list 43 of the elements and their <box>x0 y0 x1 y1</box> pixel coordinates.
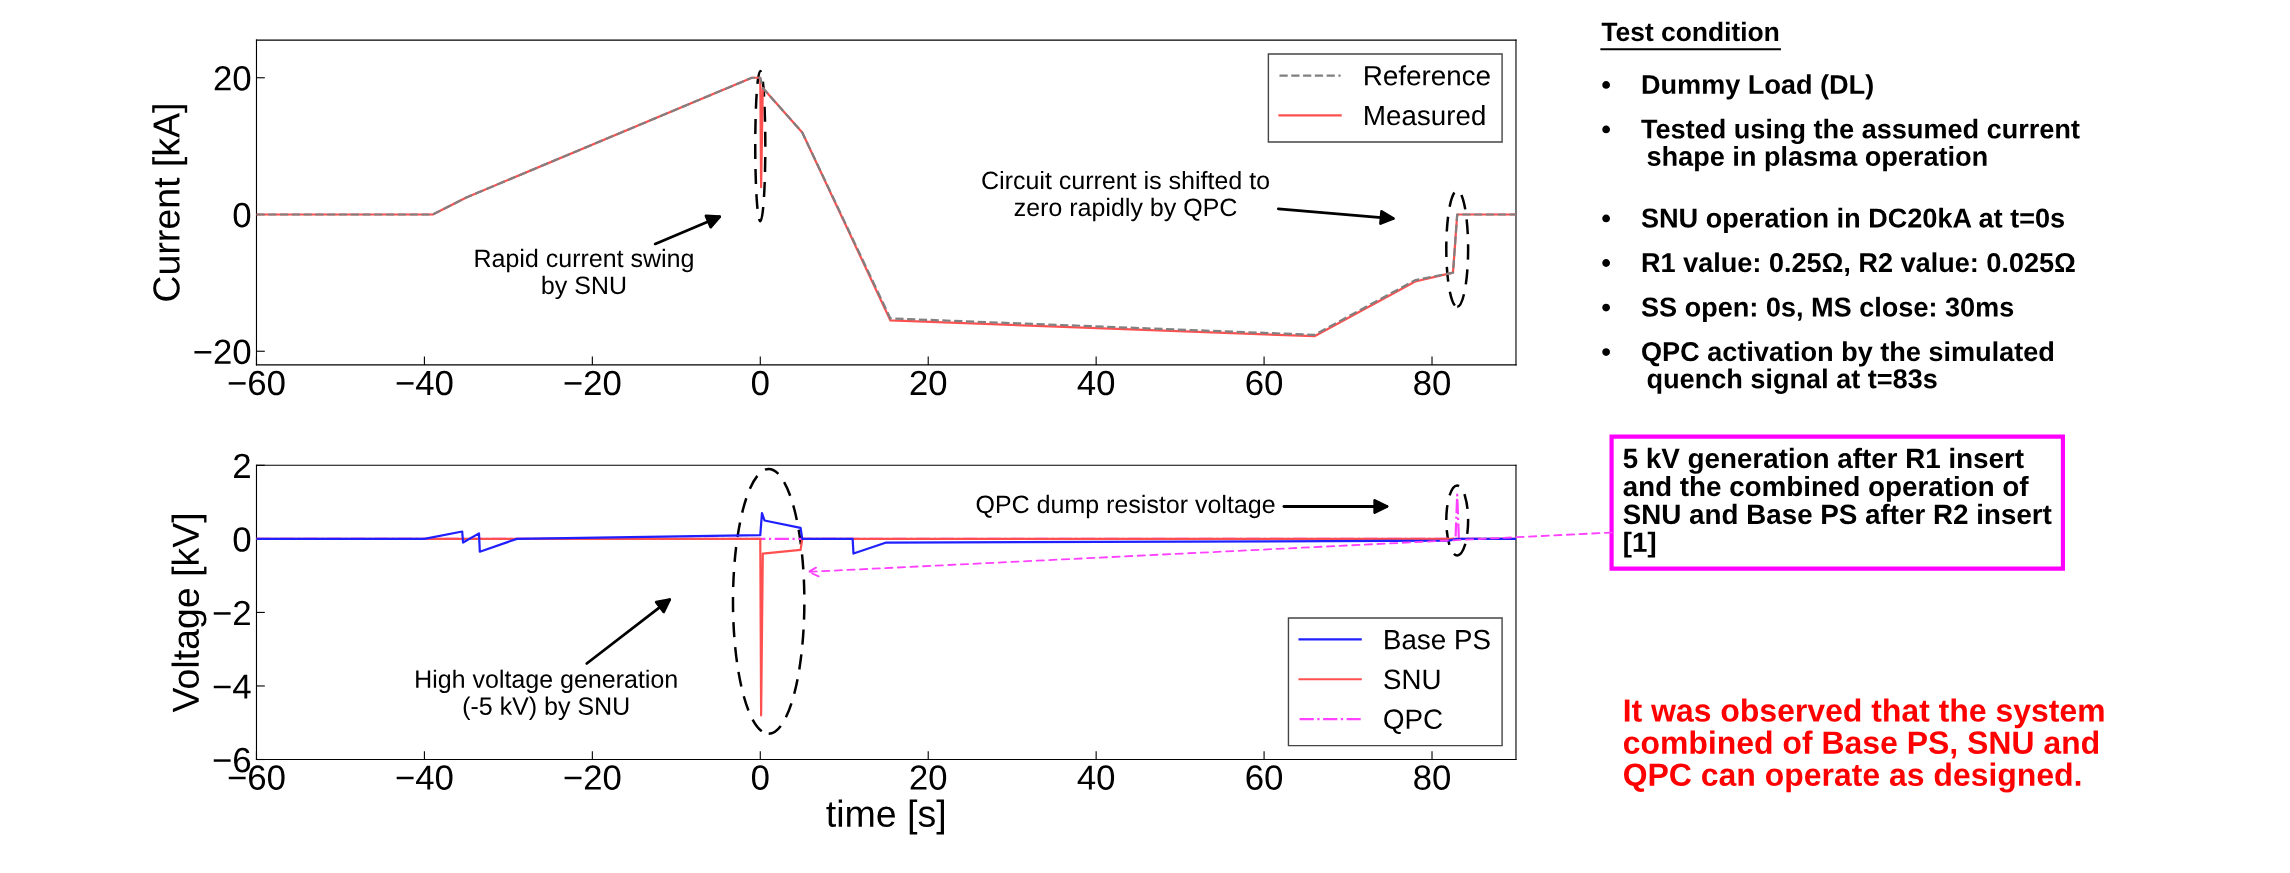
x-tick-label: 20 <box>910 370 947 396</box>
y-tick-label: 2 <box>234 453 250 478</box>
x-tick-label: 40 <box>1077 765 1115 790</box>
x-tick-label: 0 <box>751 765 769 790</box>
x-tick-label: 60 <box>1246 370 1283 396</box>
y-tick-label: 0 <box>233 202 251 228</box>
annotation: High voltage generation (-5 kV) by SNU <box>416 669 677 720</box>
y-tick-label: −20 <box>194 339 251 365</box>
x-tick-label: −60 <box>228 370 285 396</box>
legend-label: SNU <box>1384 669 1440 690</box>
x-axis-title: time [s] <box>826 799 944 835</box>
x-tick-label: −40 <box>396 765 453 790</box>
legend-label: Measured <box>1365 104 1485 126</box>
text: • SNU operation in DC20kA at t=0s <box>1602 207 2065 234</box>
text: • SS open: 0s, MS close: 30ms <box>1602 296 2014 323</box>
text: • Tested using the assumed current shape in plasma operation <box>1602 118 2080 172</box>
x-tick-label: −40 <box>396 370 453 396</box>
x-tick-label: 20 <box>910 765 947 790</box>
legend-label: Reference <box>1365 65 1490 86</box>
x-tick-label: 40 <box>1077 370 1115 396</box>
annotation: Rapid current swing by SNU <box>475 248 693 300</box>
x-tick-label: −20 <box>564 765 621 790</box>
y-tick-label: −4 <box>213 674 251 699</box>
text: Test condition <box>1601 21 1779 42</box>
legend-label: QPC <box>1384 709 1443 734</box>
text: • R1 value: 0.25Ω, R2 value: 0.025Ω <box>1602 252 2075 277</box>
annotation: Circuit current is shifted to zero rapidly by QPC <box>982 170 1269 222</box>
x-tick-label: 80 <box>1414 370 1450 396</box>
text: • Dummy Load (DL) <box>1602 74 1873 100</box>
x-tick-label: 60 <box>1246 765 1283 790</box>
x-tick-label: −20 <box>564 370 621 396</box>
text: 5 kV generation after R1 insert and the combined operation of SNU and Base PS after R2 insert [1] <box>1623 447 2052 558</box>
text: • QPC activation by the simulated quench signal at t=83s <box>1602 341 2054 394</box>
y-axis-title: Voltage [kV] <box>171 515 207 713</box>
x-tick-label: 0 <box>751 370 769 396</box>
annotation: QPC dump resistor voltage <box>976 494 1275 519</box>
text: It was observed that the system combined of Base PS, SNU and QPC can operate as designed. <box>1623 698 2104 793</box>
legend-label: Base PS <box>1385 629 1490 650</box>
y-axis-title: Current [kA] <box>152 105 188 301</box>
y-tick-label: 20 <box>214 66 251 91</box>
y-tick-label: −2 <box>213 600 250 625</box>
x-tick-label: 80 <box>1414 765 1450 790</box>
y-tick-label: 0 <box>233 527 251 552</box>
